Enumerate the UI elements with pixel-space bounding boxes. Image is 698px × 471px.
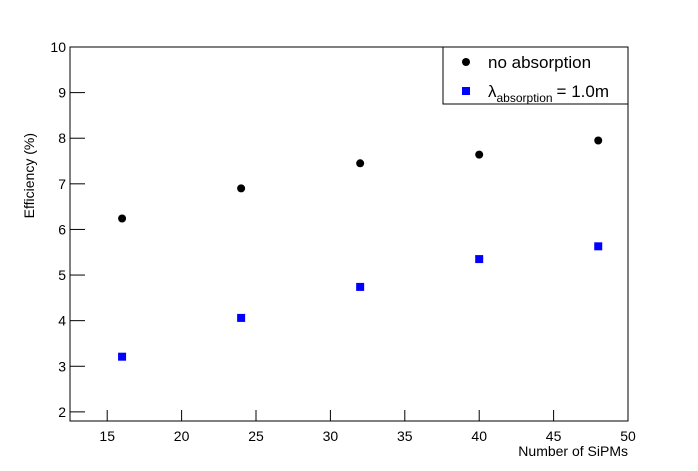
x-tick-label: 35 [397,428,413,444]
point [594,242,603,251]
point [594,136,603,145]
point [475,255,484,264]
legend-label-part: = 1.0m [557,82,609,101]
legend-label-part: no absorption [488,53,591,72]
x-tick-label: 45 [546,428,562,444]
x-tick-label: 50 [620,428,636,444]
x-tick-label: 20 [174,428,190,444]
legend [442,46,629,105]
legend-label-part: absorption [497,91,553,105]
x-tick-label: 30 [323,428,339,444]
y-tick-label: 3 [58,358,66,374]
legend-label-part: λ [488,82,497,101]
legend-label: λabsorption = 1.0m [488,82,609,105]
y-tick-label: 7 [58,176,66,192]
point [356,159,365,168]
y-tick-label: 2 [58,404,66,420]
y-tick-label: 6 [58,221,66,237]
y-tick-label: 8 [58,130,66,146]
legend-marker [462,58,470,66]
legend-label: no absorption [488,53,591,72]
point [237,313,246,322]
plot-frame [69,46,629,422]
legend-marker [462,87,470,95]
y-axis-label: Efficiency (%) [21,133,37,218]
point [475,150,484,159]
y-tick-label: 5 [58,267,66,283]
x-axis-label: Number of SiPMs [518,443,628,459]
point [356,282,365,291]
y-tick-label: 4 [58,313,66,329]
x-tick-label: 15 [99,428,115,444]
y-tick-label: 9 [58,85,66,101]
x-tick-label: 25 [248,428,264,444]
point [237,184,246,193]
point [118,214,127,223]
point [118,352,127,361]
y-tick-label: 10 [50,39,66,55]
x-tick-label: 40 [471,428,487,444]
